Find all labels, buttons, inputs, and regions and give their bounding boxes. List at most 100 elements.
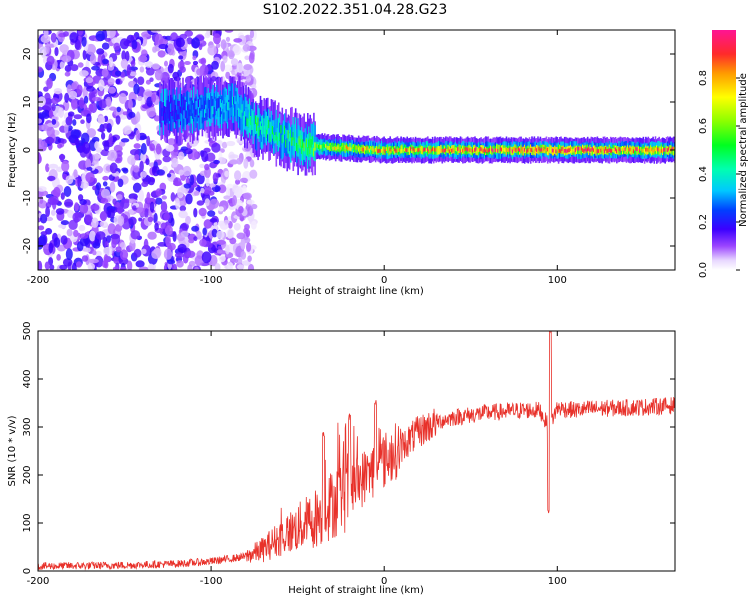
spectrogram-cell — [628, 147, 630, 152]
spectrogram-cell — [370, 146, 372, 150]
spectrogram-cell — [207, 44, 217, 56]
spectrogram-cell — [245, 107, 247, 127]
spectrogram-cell — [514, 147, 516, 152]
spectrogram-cell — [189, 101, 192, 110]
spectrogram-cell — [330, 145, 332, 149]
spectrogram-cell — [327, 146, 330, 150]
spectrogram-cell — [519, 148, 521, 153]
y-tick-label: 300 — [22, 417, 33, 436]
spectrogram-cell — [45, 43, 50, 55]
spectrogram-cell — [270, 123, 273, 142]
spectrogram-cell — [477, 148, 480, 153]
spectrogram-cell — [611, 149, 613, 153]
spectrogram-cell — [228, 50, 235, 60]
spectrogram-cell — [492, 148, 494, 153]
spectrogram-cell — [173, 76, 181, 82]
spectrogram-cell — [595, 148, 597, 153]
snr-x-axis-label: Height of straight line (km) — [288, 585, 424, 596]
spectrogram-cell — [256, 122, 258, 131]
spectrogram-cell — [151, 249, 161, 259]
spectrogram-cell — [636, 147, 639, 152]
spectrogram-cell — [291, 137, 293, 146]
spectrogram-cell — [160, 222, 167, 230]
spectrogram-cell — [79, 237, 89, 247]
spectrogram-cell — [215, 43, 221, 48]
spectrogram-cell — [130, 149, 140, 156]
spectrogram-cell — [192, 55, 197, 61]
spectrogram-cell — [173, 181, 183, 186]
spectrogram-cell — [212, 172, 219, 183]
spectrogram-cell — [500, 147, 503, 152]
spectrogram-cell — [292, 136, 295, 156]
spectrogram-cell — [57, 143, 63, 149]
spectrogram-cell — [79, 233, 89, 239]
spectrogram-cell — [659, 146, 662, 151]
spectrogram-cell — [493, 148, 496, 153]
spectrogram-cell — [485, 149, 487, 154]
spectrogram-cell — [218, 96, 221, 115]
spectrogram-cell — [79, 97, 85, 109]
spectrogram-cell — [51, 103, 56, 112]
spectrogram-cell — [244, 223, 250, 230]
spectrogram-cell — [227, 229, 234, 239]
spectrogram-cell — [281, 123, 284, 142]
spectrogram-cell — [418, 147, 421, 152]
spectrogram-cell — [59, 61, 65, 69]
spectrogram-cell — [601, 146, 603, 151]
spectrogram-cell — [262, 119, 264, 138]
spectrogram-cell — [147, 216, 154, 223]
spectrogram-cell — [149, 201, 155, 213]
spectrogram-cell — [233, 222, 241, 231]
spectrogram-cell — [324, 144, 326, 149]
x-tick-label: -100 — [200, 275, 223, 286]
spectrogram-cell — [502, 147, 504, 152]
spectrogram-cell — [208, 100, 211, 109]
spectrogram-cell — [96, 48, 105, 55]
spectrogram-cell — [550, 148, 553, 152]
x-tick-label: -200 — [27, 576, 50, 587]
spectrogram-cell — [78, 224, 86, 232]
spectrogram-cell — [76, 261, 82, 268]
figure-title: S102.2022.351.04.28.G23 — [263, 2, 448, 18]
spectrogram-cell — [590, 148, 593, 152]
spectrogram-cell — [242, 44, 251, 52]
spectrogram-cell — [402, 149, 405, 153]
spectrogram-cell — [48, 242, 54, 254]
spectrogram-cell — [99, 221, 104, 227]
spectrogram-cell — [658, 148, 660, 152]
spectrogram-cell — [305, 139, 308, 148]
spectrogram-cell — [241, 185, 247, 195]
spectrogram-cell — [183, 110, 185, 119]
spectrogram-cell — [167, 110, 170, 119]
spectrogram-cell — [49, 264, 55, 270]
spectrogram-cell — [193, 191, 200, 196]
spectrogram-cell — [216, 240, 226, 245]
spectrogram-cell — [103, 140, 110, 152]
spectrogram-cell — [300, 145, 303, 154]
spectrogram-cell — [387, 144, 389, 154]
spectrogram-cell — [218, 255, 226, 263]
snr-y-ticks: 0 100 200 300 400 500 — [22, 321, 675, 574]
spectrogram-cell — [128, 209, 135, 215]
spectrogram-cell — [654, 147, 657, 152]
spectrogram-cell — [51, 97, 59, 105]
spectrogram-cell — [196, 99, 199, 108]
spectrogram-cell — [303, 142, 305, 152]
snr-frame — [37, 330, 676, 572]
spectrogram-cell — [145, 79, 151, 85]
spectrogram-cell — [385, 147, 388, 151]
spectrogram-cell — [200, 110, 202, 120]
spectrogram-cell — [446, 148, 448, 153]
spectrogram-cell — [275, 132, 278, 141]
spectrogram-cell — [206, 100, 208, 109]
spectrogram-cell — [486, 148, 488, 152]
spectrogram-cell — [580, 146, 583, 156]
spectrogram-cell — [213, 159, 220, 165]
spectrogram-cell — [225, 71, 231, 80]
spectrogram-cell — [660, 144, 663, 153]
spectrogram-cell — [205, 104, 207, 114]
spectrogram-cell — [452, 148, 454, 152]
spectrogram-cell — [167, 63, 174, 74]
spectrogram-cell — [244, 111, 246, 130]
spectrogram-cell — [445, 147, 447, 152]
